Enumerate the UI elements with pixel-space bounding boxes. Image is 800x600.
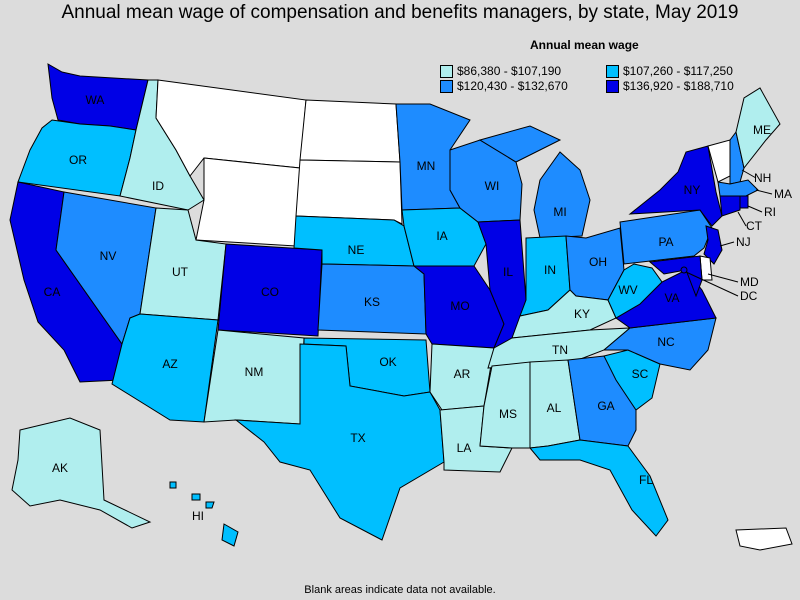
state-label: SC: [632, 367, 649, 381]
state-label: NH: [754, 171, 771, 185]
state-CO[interactable]: [217, 243, 323, 337]
state-AZ[interactable]: [111, 313, 219, 423]
state-label: ID: [152, 179, 164, 193]
legend-swatch: [440, 64, 453, 78]
state-label: MI: [553, 205, 566, 219]
state-label: MO: [450, 299, 469, 313]
state-label: KS: [364, 295, 380, 309]
state-DC[interactable]: [680, 266, 688, 274]
state-RI[interactable]: [739, 195, 749, 209]
state-label: MN: [417, 159, 436, 173]
legend-swatch: [606, 64, 619, 78]
legend-title: Annual mean wage: [530, 38, 639, 52]
state-label: ME: [753, 123, 771, 137]
state-label: OR: [69, 153, 87, 167]
state-label: UT: [172, 265, 189, 279]
state-label: NJ: [736, 235, 751, 249]
state-label: NM: [245, 365, 264, 379]
state-label: MS: [499, 407, 517, 421]
state-label: NE: [348, 243, 365, 257]
legend: Annual mean wage $86,380 - $107,190 $107…: [440, 38, 790, 94]
state-label: IN: [544, 263, 556, 277]
state-label: NY: [684, 183, 701, 197]
state-label: AK: [52, 461, 68, 475]
state-label: IA: [436, 229, 447, 243]
state-label: VA: [664, 291, 679, 305]
state-label: CA: [44, 285, 61, 299]
state-SD[interactable]: [295, 159, 403, 225]
state-FL[interactable]: [529, 439, 669, 537]
legend-label: $86,380 - $107,190: [457, 64, 562, 78]
state-WV[interactable]: [607, 263, 663, 319]
state-ME[interactable]: [735, 87, 781, 170]
state-label: TX: [350, 431, 365, 445]
state-label: FL: [639, 473, 653, 487]
state-NH[interactable]: [729, 130, 745, 185]
state-MA[interactable]: [717, 179, 759, 197]
state-label: LA: [457, 441, 472, 455]
state-label: NC: [657, 335, 675, 349]
legend-item: $86,380 - $107,190: [440, 64, 561, 78]
state-ND[interactable]: [299, 99, 401, 163]
callout-lines: [685, 169, 773, 297]
state-TX[interactable]: [234, 343, 445, 541]
state-AK[interactable]: [11, 417, 152, 529]
legend-item: $120,430 - $132,670: [440, 79, 568, 93]
state-label: IL: [503, 265, 513, 279]
footnote: Blank areas indicate data not available.: [304, 584, 496, 596]
state-label: HI: [192, 509, 204, 523]
state-label: AL: [547, 401, 562, 415]
state-label: WI: [485, 179, 500, 193]
state-MI[interactable]: [478, 125, 591, 239]
state-CT[interactable]: [719, 195, 741, 217]
legend-item: $107,260 - $117,250: [606, 64, 733, 78]
state-label: CO: [261, 285, 279, 299]
state-labels: WA OR CA ID NV UT AZ CO NM NE KS OK TX M…: [44, 93, 792, 523]
state-label: RI: [764, 205, 776, 219]
state-label: CT: [746, 219, 763, 233]
state-label: OH: [589, 255, 607, 269]
state-label: TN: [552, 343, 568, 357]
legend-item: $136,920 - $188,710: [606, 79, 734, 93]
state-label: DC: [740, 289, 758, 303]
state-label: MA: [774, 187, 792, 201]
state-label: AZ: [162, 357, 177, 371]
state-label: GA: [597, 399, 614, 413]
state-label: WV: [618, 283, 637, 297]
legend-label: $120,430 - $132,670: [457, 79, 568, 93]
state-label: PA: [658, 235, 673, 249]
legend-label: $136,920 - $188,710: [623, 79, 734, 93]
state-label: OK: [379, 355, 396, 369]
state-NY[interactable]: [628, 145, 723, 227]
legend-swatch: [440, 79, 453, 93]
state-label: WA: [86, 93, 105, 107]
state-label: NV: [100, 249, 117, 263]
state-label: AR: [454, 367, 471, 381]
state-WY[interactable]: [195, 157, 301, 247]
state-PR[interactable]: [735, 527, 793, 551]
state-label: MD: [740, 275, 759, 289]
map-title: Annual mean wage of compensation and ben…: [61, 2, 739, 23]
legend-swatch: [606, 79, 619, 93]
state-NJ[interactable]: [703, 225, 723, 265]
state-HI[interactable]: [169, 481, 239, 547]
state-MD[interactable]: [648, 255, 703, 298]
legend-label: $107,260 - $117,250: [623, 64, 733, 78]
state-label: KY: [574, 307, 590, 321]
